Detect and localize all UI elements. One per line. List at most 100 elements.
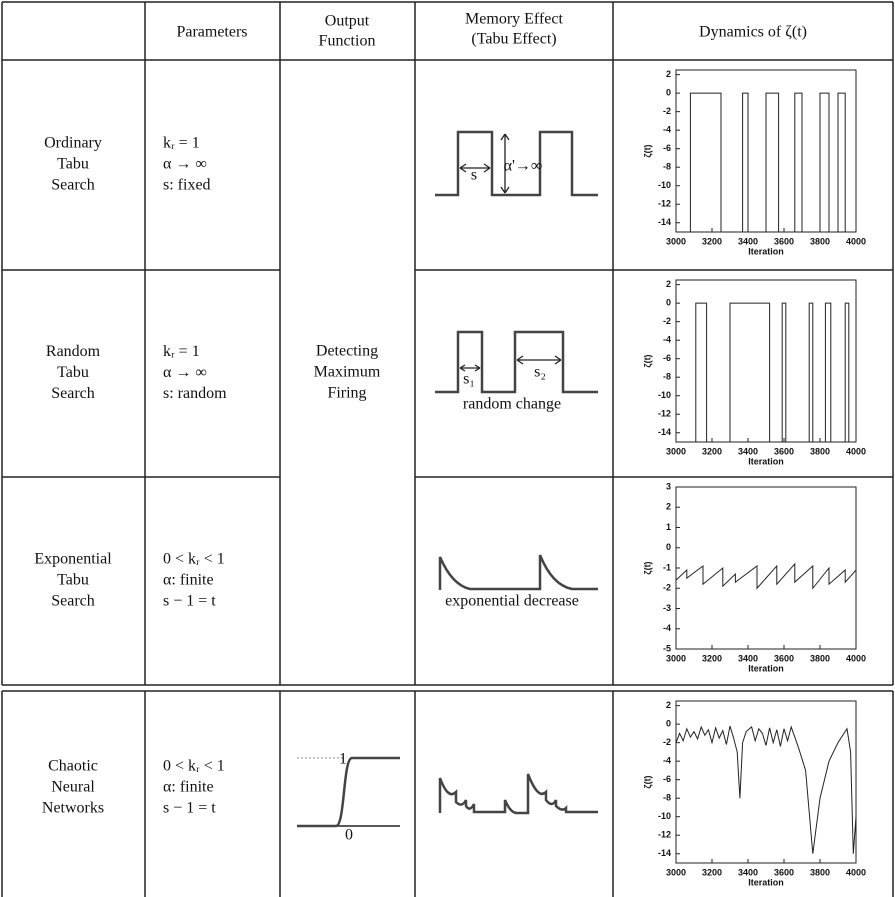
parameter: s: fixed [163, 177, 211, 194]
memory-diagram [438, 554, 598, 591]
x-axis-label: Iteration [748, 663, 784, 673]
parameter: s − 1 = t [163, 800, 216, 817]
x-tick-label: 3400 [738, 236, 758, 246]
x-tick-label: 3800 [810, 236, 830, 246]
output-label: 0 [345, 827, 353, 844]
x-tick-label: 3400 [738, 446, 758, 456]
parameter: α: finite [163, 779, 214, 796]
row-label: Tabu [57, 156, 89, 173]
y-tick-label: 3 [666, 481, 671, 491]
x-tick-label: 3400 [738, 653, 758, 663]
memory-diagram [438, 773, 598, 815]
header-cell: Dynamics of ζ(t) [699, 24, 807, 41]
x-tick-label: 3000 [666, 236, 686, 246]
x-tick-label: 3000 [666, 446, 686, 456]
row-label: Random [46, 343, 101, 360]
x-tick-label: 3200 [702, 867, 722, 877]
memory-label: random change [463, 396, 561, 413]
y-tick-label: -8 [663, 162, 671, 172]
parameter: s: random [163, 385, 227, 402]
x-tick-label: 3600 [774, 867, 794, 877]
y-axis-label: ζ(t) [642, 775, 652, 788]
parameter: 0 < kᵣ < 1 [163, 551, 225, 568]
y-tick-label: 1 [666, 522, 671, 532]
header-cell: Memory Effect [465, 11, 563, 28]
parameter: kᵣ = 1 [163, 135, 200, 152]
row-label: Ordinary [44, 135, 102, 152]
zeta-line [675, 725, 857, 854]
header-cell: Output [325, 13, 370, 30]
y-tick-label: -12 [658, 199, 671, 209]
parameter: 0 < kᵣ < 1 [163, 758, 225, 775]
row-label: Search [51, 385, 95, 402]
x-tick-label: 3200 [702, 446, 722, 456]
y-tick-label: -8 [663, 793, 671, 803]
header-cell: Function [319, 33, 376, 50]
x-tick-label: 3800 [810, 653, 830, 663]
x-tick-label: 3800 [810, 446, 830, 456]
parameter: s − 1 = t [163, 593, 216, 610]
y-tick-label: 2 [666, 502, 671, 512]
row-label: Tabu [57, 364, 89, 381]
y-axis-label: ζ(t) [642, 354, 652, 367]
x-axis-label: Iteration [748, 877, 784, 887]
row-label: Tabu [57, 572, 89, 589]
x-tick-label: 3000 [666, 653, 686, 663]
x-axis-label: Iteration [748, 456, 784, 466]
y-tick-label: -5 [663, 643, 671, 653]
header-cell: Parameters [176, 24, 247, 41]
y-tick-label: -10 [658, 811, 671, 821]
row-label: Exponential [34, 551, 112, 568]
y-tick-label: -10 [658, 390, 671, 400]
y-tick-label: -10 [658, 180, 671, 190]
y-tick-label: -4 [663, 623, 671, 633]
memory-label: exponential decrease [445, 593, 579, 610]
memory-label: α'→∞ [504, 158, 543, 175]
x-tick-label: 4000 [846, 653, 866, 663]
y-tick-label: 0 [666, 542, 671, 552]
x-tick-label: 3200 [702, 653, 722, 663]
parameter: kᵣ = 1 [163, 343, 200, 360]
output-text: Detecting [316, 343, 378, 360]
y-tick-label: -14 [658, 848, 671, 858]
output-sigmoid [297, 756, 400, 828]
header-cell: (Tabu Effect) [471, 31, 556, 48]
y-tick-label: -6 [663, 353, 671, 363]
x-tick-label: 3400 [738, 867, 758, 877]
zeta-line [675, 562, 857, 590]
y-tick-label: -2 [663, 316, 671, 326]
y-tick-label: -6 [663, 143, 671, 153]
y-axis-label: ζ(t) [642, 144, 652, 157]
x-tick-label: 3600 [774, 653, 794, 663]
memory-label: s [471, 167, 477, 184]
memory-diagram [435, 330, 598, 394]
zeta-line [695, 302, 850, 443]
x-tick-label: 4000 [846, 867, 866, 877]
output-label: 1 [339, 751, 347, 768]
output-text: Maximum [314, 364, 381, 381]
y-tick-label: -2 [663, 106, 671, 116]
y-tick-label: -2 [663, 737, 671, 747]
memory-diagram [435, 130, 598, 197]
y-tick-label: -12 [658, 830, 671, 840]
y-tick-label: -6 [663, 774, 671, 784]
y-tick-label: -14 [658, 217, 671, 227]
y-tick-label: 2 [666, 69, 671, 79]
x-tick-label: 3200 [702, 236, 722, 246]
x-axis-label: Iteration [748, 246, 784, 256]
x-tick-label: 4000 [846, 446, 866, 456]
output-text: Firing [327, 385, 366, 402]
memory-label: s₁ [463, 371, 475, 388]
row-label: Networks [42, 800, 104, 817]
row-label: Chaotic [48, 758, 98, 775]
zeta-line [689, 92, 846, 233]
y-tick-label: -14 [658, 427, 671, 437]
row-label: Search [51, 177, 95, 194]
y-tick-label: 2 [666, 700, 671, 710]
y-tick-label: -12 [658, 409, 671, 419]
parameter: α: finite [163, 572, 214, 589]
parameter: α → ∞ [163, 364, 207, 381]
